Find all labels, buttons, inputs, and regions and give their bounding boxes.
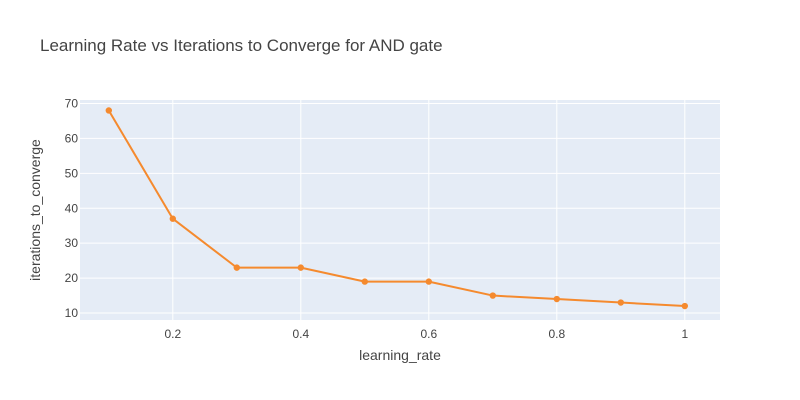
y-tick-label: 70 xyxy=(65,96,79,110)
x-tick-label: 0.4 xyxy=(292,327,309,341)
x-tick-label: 0.6 xyxy=(420,327,437,341)
y-axis-ticks: 10 20 30 40 50 60 70 xyxy=(65,96,79,320)
data-point[interactable] xyxy=(361,278,368,285)
y-tick-label: 50 xyxy=(65,166,79,180)
data-point[interactable] xyxy=(105,107,113,114)
x-tick-label: 1 xyxy=(681,327,688,341)
data-point[interactable] xyxy=(617,299,624,306)
y-tick-label: 10 xyxy=(65,306,79,320)
data-point[interactable] xyxy=(297,264,304,271)
x-tick-label: 0.2 xyxy=(164,327,181,341)
x-axis-title: learning_rate xyxy=(359,347,441,363)
y-tick-label: 20 xyxy=(65,271,79,285)
data-point[interactable] xyxy=(169,215,176,222)
series-layer xyxy=(105,107,688,310)
plot-area xyxy=(80,100,720,320)
y-tick-label: 30 xyxy=(65,236,79,250)
y-tick-label: 40 xyxy=(65,201,79,215)
y-tick-label: 60 xyxy=(65,131,79,145)
x-axis-ticks: 0.2 0.4 0.6 0.8 1 xyxy=(164,327,688,341)
data-point[interactable] xyxy=(553,295,560,303)
chart-title: Learning Rate vs Iterations to Converge … xyxy=(40,36,443,55)
x-tick-label: 0.8 xyxy=(548,327,565,341)
data-point[interactable] xyxy=(233,264,240,271)
grid-lines xyxy=(80,100,720,320)
series-line xyxy=(107,109,685,308)
y-axis-title: iterations_to_converge xyxy=(27,139,43,281)
data-point[interactable] xyxy=(681,302,688,310)
data-point[interactable] xyxy=(425,278,432,285)
data-point[interactable] xyxy=(489,292,496,299)
